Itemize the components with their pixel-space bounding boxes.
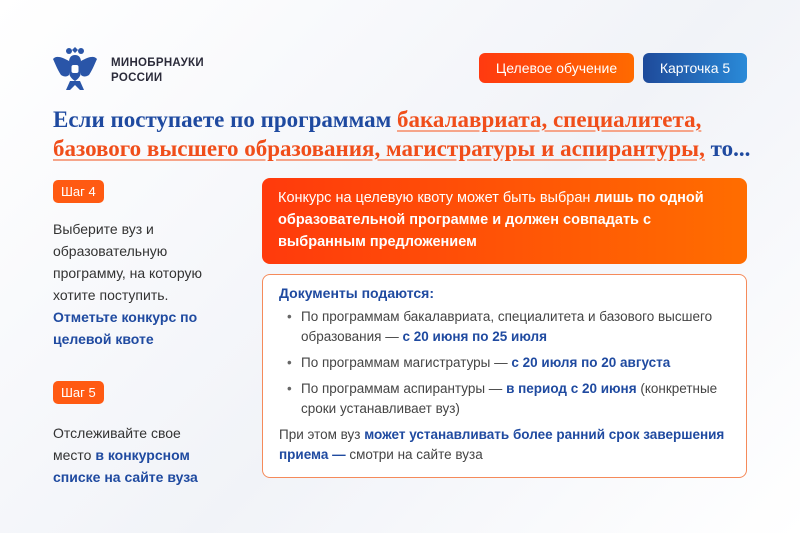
step-5-bold: в конкурсном списке на сайте вуза [53, 447, 198, 485]
emblem-icon [53, 47, 97, 90]
topic-tag: Целевое обучение [479, 53, 634, 83]
org-line2: РОССИИ [111, 72, 163, 84]
title-part2: то... [704, 136, 751, 161]
notice-text: Конкурс на целевую квоту может быть выбр… [278, 190, 595, 206]
list-item: По программам магистратуры — с 20 июля п… [279, 353, 730, 373]
step-5-text: Отслеживайте свое место в конкурсном спи… [53, 422, 223, 488]
item-date: с 20 июля по 20 августа [511, 355, 671, 370]
step-4-text: Выберите вуз и образовательную программу… [53, 218, 231, 350]
step-5-badge: Шаг 5 [53, 381, 104, 404]
step-5-body: Отслеживайте свое место [53, 425, 181, 463]
documents-heading: Документы подаются: [279, 285, 434, 301]
notice-bold: лишь по одной образовательной программе … [278, 190, 704, 250]
org-line1: МИНОБРНАУКИ [111, 57, 204, 69]
target-quota-notice: Конкурс на целевую квоту может быть выбр… [262, 178, 747, 264]
note-after: смотри на сайте вуза [345, 447, 483, 462]
item-date: в период с 20 июня [506, 381, 637, 396]
title-highlight: бакалавриата, специалитета, базового выс… [53, 107, 705, 161]
ministry-name: МИНОБРНАУКИ РОССИИ [111, 56, 204, 86]
title-part1: Если поступаете по программам [53, 107, 398, 132]
note-text: При этом вуз [279, 427, 365, 442]
list-item: По программам аспирантуры — в период с 2… [279, 379, 730, 419]
step-4-body: Выберите вуз и образовательную программу… [53, 221, 202, 303]
item-text: По программам бакалавриата, специалитета… [301, 309, 713, 344]
note-bold: может устанавливать более ранний срок за… [279, 427, 725, 462]
documents-box: Документы подаются: По программам бакала… [262, 274, 747, 478]
item-text: По программам магистратуры — [301, 355, 512, 370]
list-item: По программам бакалавриата, специалитета… [279, 307, 730, 347]
step-4-bold: Отметьте конкурс по целевой квоте [53, 309, 198, 347]
documents-note: При этом вуз может устанавливать более р… [279, 425, 730, 465]
step-4-badge: Шаг 4 [53, 180, 104, 203]
item-date: с 20 июня по 25 июля [402, 329, 548, 344]
page-title: Если поступаете по программам бакалавриа… [53, 105, 773, 163]
card-number-tag: Карточка 5 [643, 53, 747, 83]
item-text: По программам аспирантуры — [301, 381, 507, 396]
item-after: (конкретные сроки устанавливает вуз) [301, 381, 718, 416]
